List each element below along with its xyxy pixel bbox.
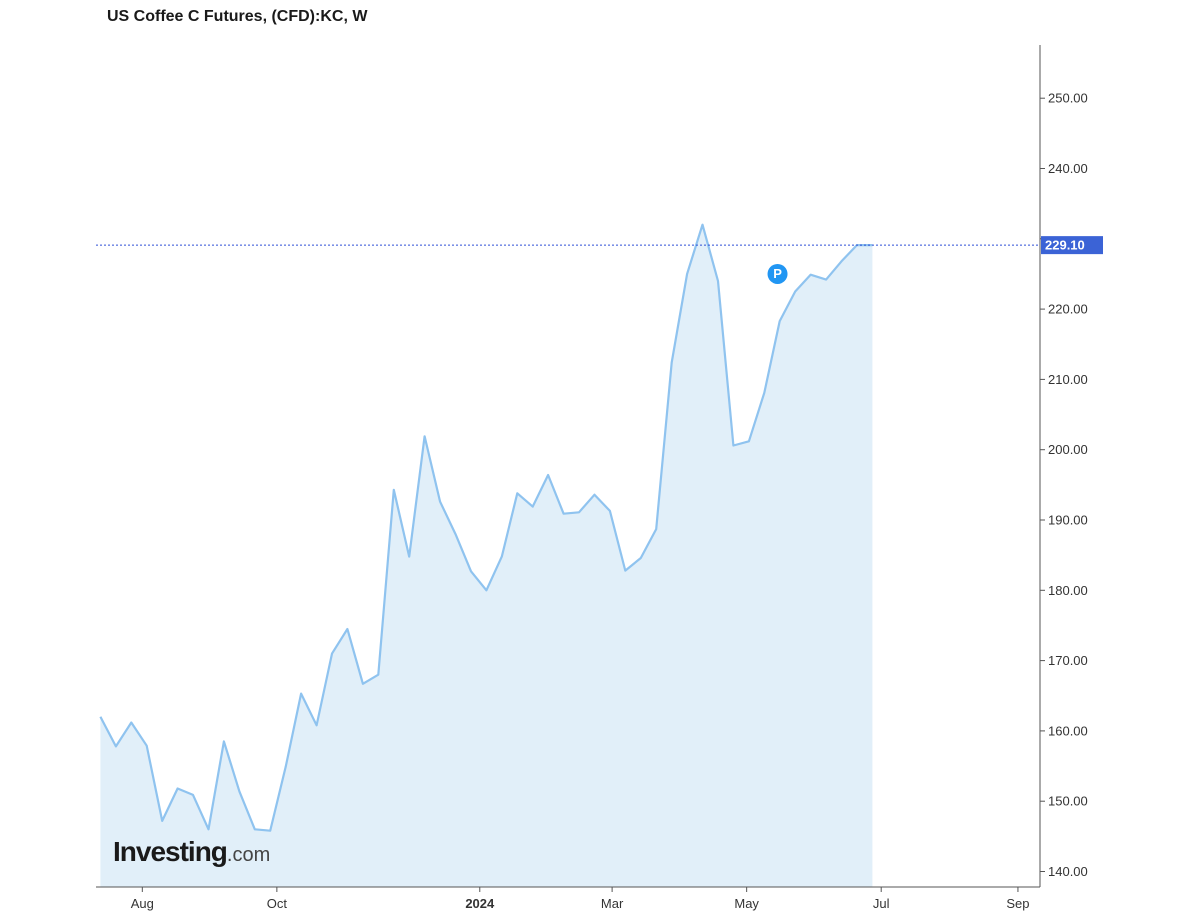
last-price-tag: [1041, 236, 1103, 255]
x-tick-label: Aug: [131, 896, 154, 911]
line-layer: [99, 223, 873, 832]
chart-title: US Coffee C Futures, (CFD):KC, W: [107, 8, 368, 25]
axis-layer: [96, 45, 1041, 888]
x-tick-label: Sep: [1006, 896, 1029, 911]
y-tick-label: 160.00: [1048, 723, 1088, 738]
y-tick-label: 210.00: [1048, 372, 1088, 387]
logo-tld: .com: [226, 844, 271, 866]
y-tick-label: 170.00: [1048, 653, 1088, 668]
y-tick-label: 190.00: [1048, 513, 1088, 528]
ticks-layer: 140.00 150.00 160.00 170.00 180.00 190.00 200.…: [131, 91, 1088, 911]
y-tick-label: 250.00: [1048, 91, 1088, 106]
area-layer: [100, 224, 873, 887]
y-tick-label: 140.00: [1048, 864, 1088, 879]
p-marker-label: P: [773, 266, 782, 281]
y-tick-label: 220.00: [1048, 302, 1088, 317]
y-tick-label: 240.00: [1048, 161, 1088, 176]
y-tick-label: 150.00: [1048, 794, 1088, 809]
x-tick-label: 2024: [465, 896, 495, 911]
last-price-label: 229.10: [1045, 238, 1085, 253]
logo-brand: Investing: [113, 836, 228, 867]
y-tick-label: 180.00: [1048, 583, 1088, 598]
x-tick-label: Jul: [873, 896, 890, 911]
investing-logo: Investing.com: [113, 836, 270, 868]
x-tick-label: Oct: [267, 896, 288, 911]
overlay-layer: 229.10 P: [96, 236, 1103, 284]
y-tick-label: 200.00: [1048, 442, 1088, 457]
price-line: [99, 223, 873, 832]
x-tick-label: Mar: [601, 896, 624, 911]
p-marker-icon[interactable]: [767, 263, 788, 284]
x-tick-label: May: [734, 896, 759, 911]
price-area: [100, 224, 873, 887]
